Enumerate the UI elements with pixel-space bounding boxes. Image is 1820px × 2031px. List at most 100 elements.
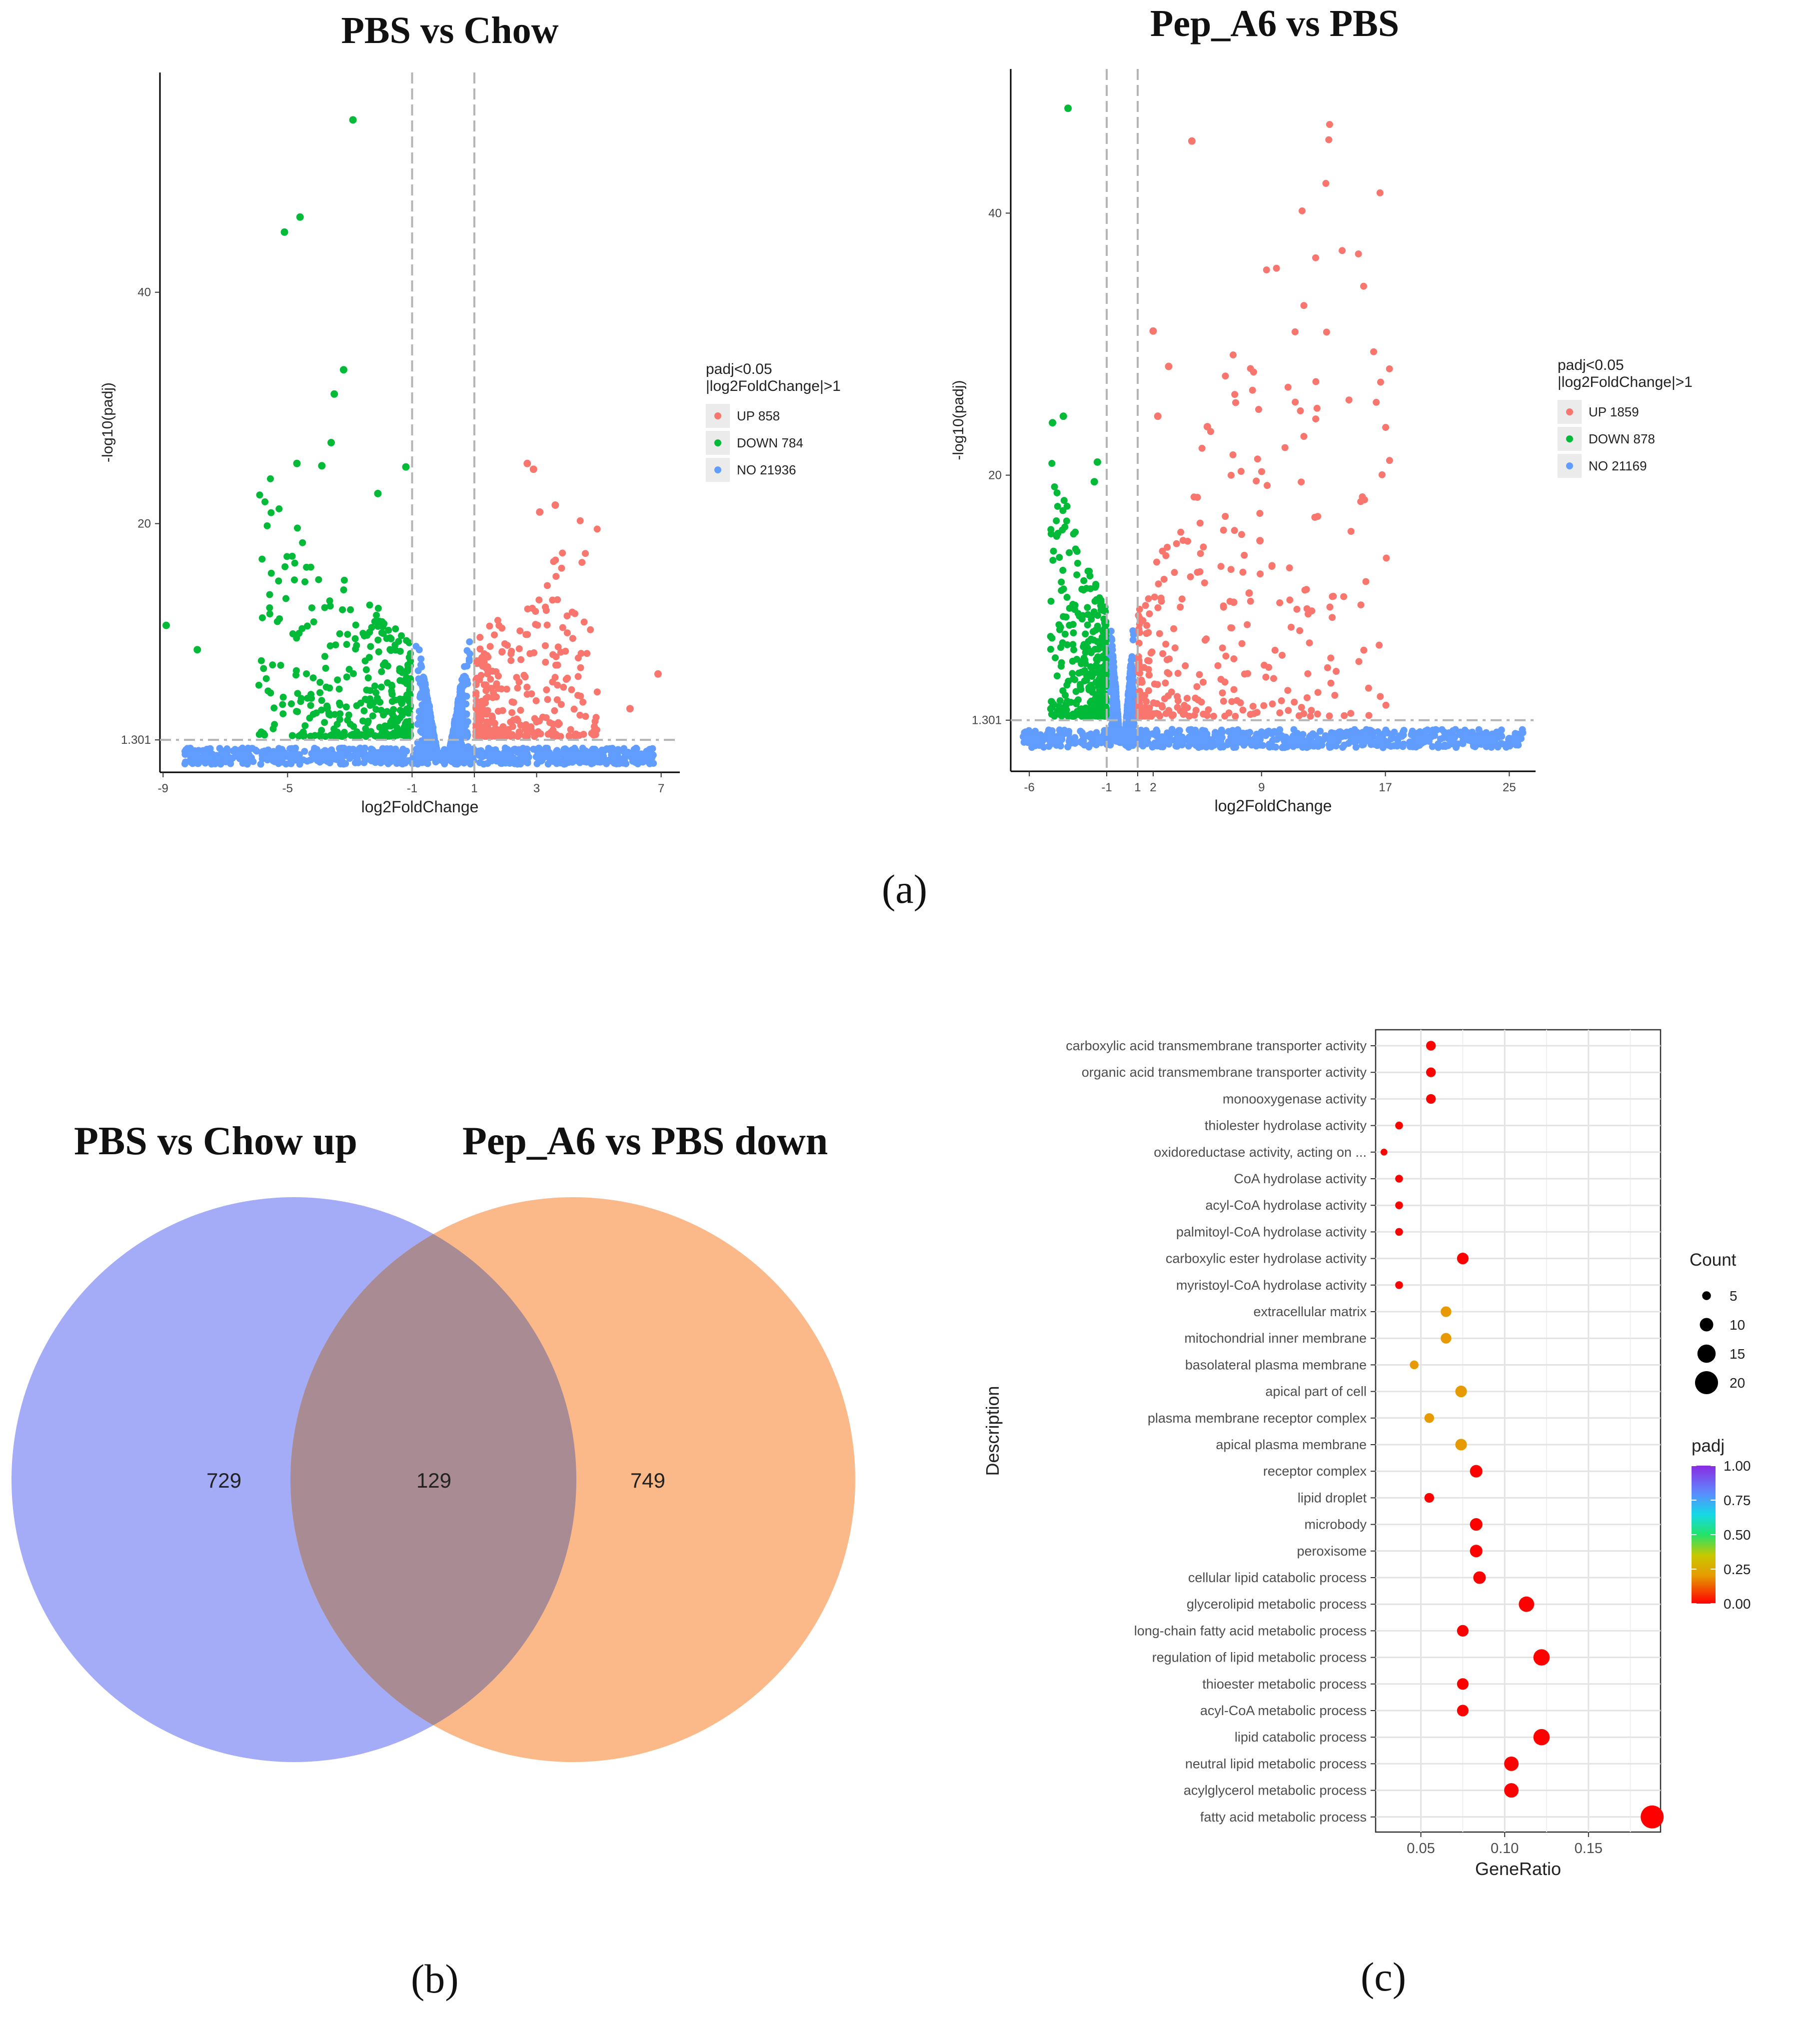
point-down xyxy=(326,684,333,692)
point-no xyxy=(257,760,264,768)
point-up xyxy=(515,645,523,652)
point-no xyxy=(454,700,462,707)
point-no xyxy=(218,747,225,755)
point-no xyxy=(373,752,381,759)
point-up xyxy=(474,675,482,682)
point-down xyxy=(386,646,394,653)
point-no xyxy=(424,695,431,703)
point-down xyxy=(399,677,407,685)
point-up xyxy=(554,643,562,651)
point-no xyxy=(331,755,338,763)
point-down xyxy=(373,611,380,619)
point-up xyxy=(476,722,484,730)
point-no xyxy=(238,748,246,755)
point-down xyxy=(266,610,273,618)
point-up xyxy=(577,664,584,671)
point-up xyxy=(476,634,484,641)
point-no xyxy=(218,755,225,762)
point-down xyxy=(340,729,348,736)
point-up xyxy=(532,608,539,615)
point-no xyxy=(425,726,432,734)
point-down xyxy=(266,475,274,482)
point-down xyxy=(379,731,387,739)
point-up xyxy=(550,558,557,565)
point-down xyxy=(352,621,359,629)
point-no xyxy=(589,759,597,767)
point-down xyxy=(309,674,317,682)
point-no xyxy=(519,758,527,765)
point-no xyxy=(399,760,406,768)
point-no xyxy=(252,746,259,754)
point-down xyxy=(269,725,277,732)
point-no xyxy=(581,748,589,756)
point-up-17 xyxy=(626,705,634,713)
point-down xyxy=(321,653,328,660)
point-down xyxy=(287,700,295,708)
point-down xyxy=(326,597,333,604)
point-up xyxy=(498,624,506,632)
point-up xyxy=(575,732,583,739)
point-up xyxy=(537,730,544,738)
point-up xyxy=(494,685,502,692)
point-down xyxy=(369,712,376,720)
point-up xyxy=(493,693,500,701)
point-down xyxy=(334,676,341,684)
point-no xyxy=(587,747,595,755)
point-up xyxy=(486,622,493,630)
point-no xyxy=(457,751,464,759)
point-no xyxy=(391,756,399,763)
x-tick-label: 7 xyxy=(658,782,664,795)
point-down xyxy=(397,697,404,705)
point-up xyxy=(543,686,550,694)
point-no xyxy=(598,746,606,754)
x-tick-label: -9 xyxy=(158,782,168,795)
point-down xyxy=(375,648,382,655)
point-down-11 xyxy=(193,646,201,654)
point-no xyxy=(181,751,189,758)
point-no xyxy=(569,758,576,766)
point-no xyxy=(326,759,333,767)
point-up xyxy=(480,681,488,688)
point-down xyxy=(267,569,275,577)
point-down xyxy=(303,670,310,677)
point-down xyxy=(363,686,370,694)
point-down xyxy=(269,661,276,669)
legend-label: NO 21936 xyxy=(737,462,796,477)
point-down xyxy=(381,722,389,730)
point-down xyxy=(366,601,373,609)
point-down xyxy=(399,709,407,716)
point-no xyxy=(351,759,359,766)
point-down xyxy=(323,704,331,712)
y-axis-label: -log10(padj) xyxy=(99,382,116,462)
point-down xyxy=(365,654,373,661)
point-up xyxy=(570,705,578,713)
point-no xyxy=(433,747,440,755)
point-down xyxy=(343,641,350,648)
point-down xyxy=(326,642,334,650)
point-no xyxy=(544,760,552,768)
point-down xyxy=(306,714,313,722)
point-no xyxy=(505,759,512,766)
point-down xyxy=(288,732,296,739)
point-no xyxy=(427,714,434,721)
point-up xyxy=(551,733,558,740)
point-up xyxy=(557,701,565,708)
point-down xyxy=(288,552,296,560)
point-up xyxy=(501,726,508,733)
point-down xyxy=(368,701,375,708)
point-down xyxy=(316,731,324,738)
point-up xyxy=(516,627,524,635)
point-up xyxy=(567,726,574,733)
point-no xyxy=(423,720,430,727)
point-up xyxy=(552,573,560,580)
point-down-5 xyxy=(327,438,335,446)
point-up xyxy=(554,596,561,603)
point-down xyxy=(316,679,324,686)
point-down xyxy=(294,708,301,715)
point-up xyxy=(521,732,529,740)
point-no xyxy=(242,759,249,767)
point-down xyxy=(374,636,382,644)
point-up xyxy=(568,686,575,693)
point-no xyxy=(562,760,569,768)
point-down xyxy=(388,687,395,695)
